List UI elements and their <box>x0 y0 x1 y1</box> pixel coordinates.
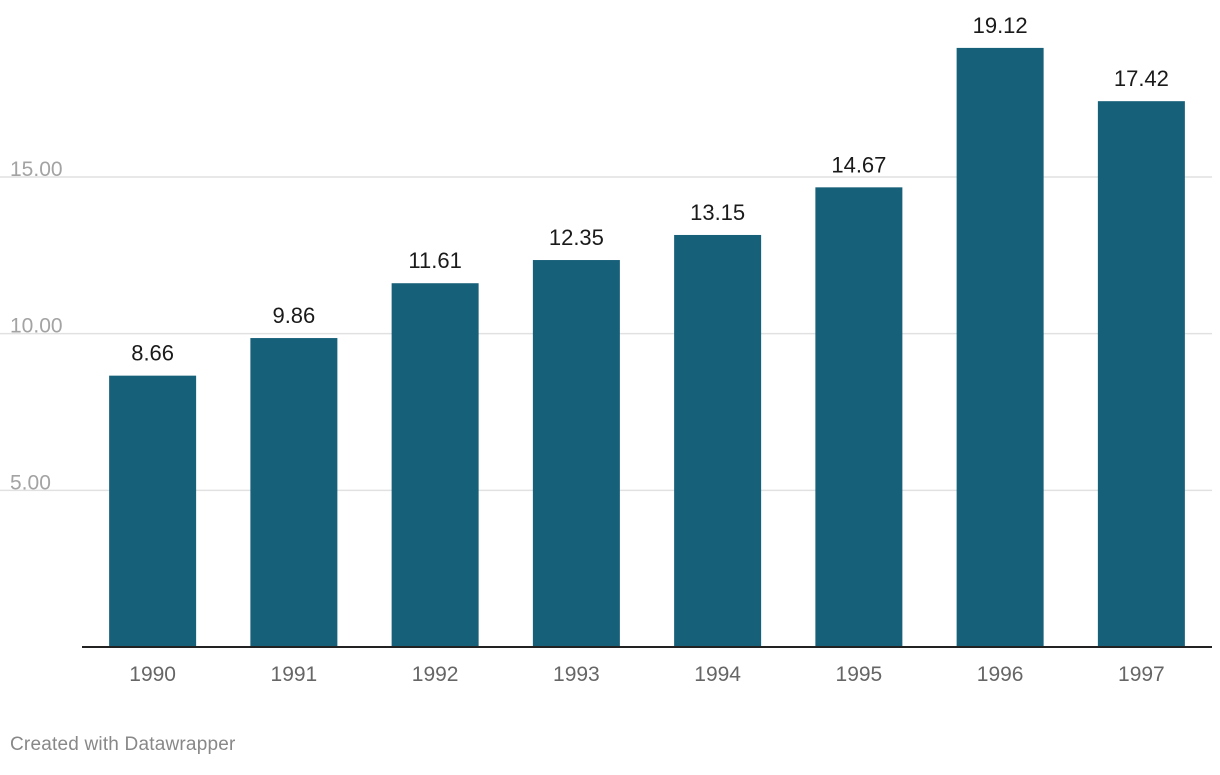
bar-1994 <box>674 234 762 647</box>
value-label: 13.15 <box>690 200 745 225</box>
x-tick-label: 1996 <box>977 663 1024 686</box>
credit-text: Created with Datawrapper <box>10 734 236 755</box>
y-tick-label: 15.00 <box>10 158 63 181</box>
bars <box>109 47 1185 647</box>
value-label: 9.86 <box>272 303 315 328</box>
x-tick-label: 1991 <box>271 663 318 686</box>
value-label: 17.42 <box>1114 66 1169 91</box>
value-label: 19.12 <box>973 13 1028 38</box>
x-tick-label: 1992 <box>412 663 459 686</box>
x-tick-label: 1990 <box>129 663 176 686</box>
bar-1996 <box>956 47 1044 647</box>
x-axis-tick-labels: 1990 1991 1992 1993 1994 1995 1996 1997 <box>129 663 1164 686</box>
value-label: 14.67 <box>831 152 886 177</box>
value-label: 11.61 <box>408 248 461 273</box>
x-tick-label: 1995 <box>836 663 883 686</box>
y-axis-tick-labels: 5.00 10.00 15.00 <box>10 158 63 494</box>
x-tick-label: 1994 <box>694 663 741 686</box>
value-label: 8.66 <box>131 341 174 366</box>
x-tick-label: 1993 <box>553 663 600 686</box>
bar-1993 <box>532 260 620 647</box>
y-tick-label: 10.00 <box>10 315 63 338</box>
x-tick-label: 1997 <box>1118 663 1165 686</box>
y-tick-label: 5.00 <box>10 471 51 494</box>
bar-1992 <box>391 283 479 647</box>
bar-1991 <box>250 338 338 647</box>
bar-1990 <box>109 375 197 647</box>
bar-1997 <box>1097 101 1185 647</box>
value-label: 12.35 <box>549 225 604 250</box>
bar-1995 <box>815 187 903 647</box>
value-labels: 8.66 9.86 11.61 12.35 13.15 14.67 19.12 17.42 <box>131 13 1169 366</box>
